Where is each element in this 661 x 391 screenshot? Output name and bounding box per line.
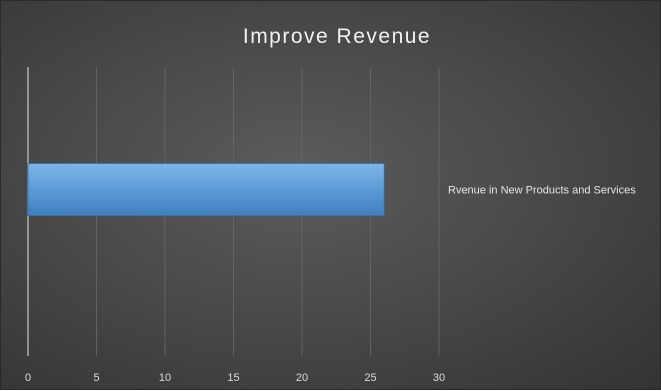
chart-title: Improve Revenue <box>243 25 431 48</box>
bars <box>27 163 385 216</box>
x-tick-label: 20 <box>296 372 308 384</box>
x-tick-label: 30 <box>433 372 445 384</box>
x-tick-label: 10 <box>159 372 171 384</box>
x-tick-label: 15 <box>227 372 239 384</box>
bar <box>27 163 385 216</box>
x-tick-label: 0 <box>25 372 31 384</box>
category-labels: Rvenue in New Products and Services <box>448 185 636 197</box>
x-axis: 0 5 10 15 20 25 30 <box>25 372 445 384</box>
category-label: Rvenue in New Products and Services <box>448 185 636 197</box>
x-tick-label: 25 <box>364 372 376 384</box>
x-tick-label: 5 <box>93 372 99 384</box>
